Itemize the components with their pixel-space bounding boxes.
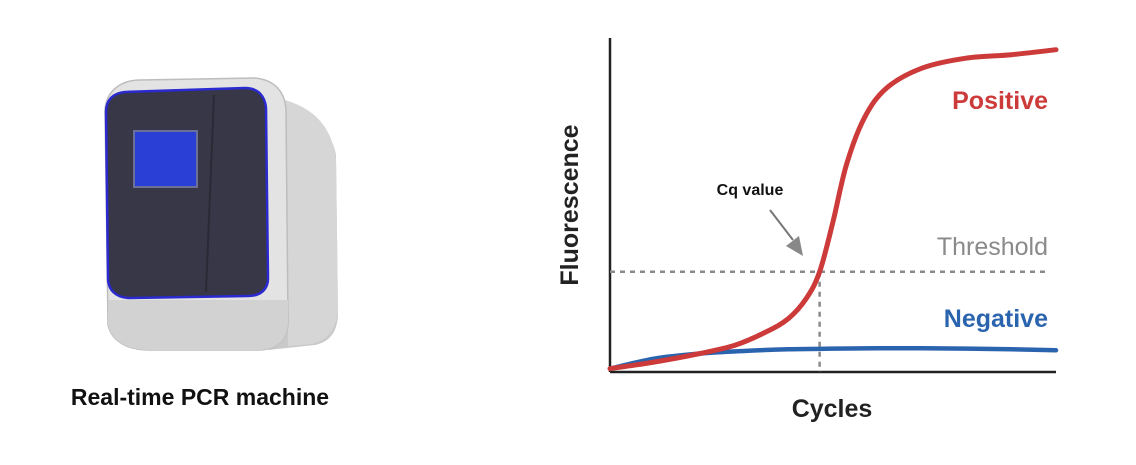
cq-arrow-head <box>786 236 803 256</box>
series-group <box>607 47 1059 372</box>
pcr-machine-illustration: Real-time PCR machine <box>0 0 420 465</box>
threshold-label: Threshold <box>937 233 1048 261</box>
threshold-line-group <box>610 270 1048 372</box>
legend-negative: Negative <box>944 305 1048 333</box>
legend-positive: Positive <box>952 87 1048 115</box>
y-axis-label: Fluorescence <box>556 124 584 285</box>
chart-axes <box>608 38 1056 374</box>
chart-labels: Positive Negative Threshold Cq value Cycles F… <box>556 87 1048 423</box>
x-axis-label: Cycles <box>792 395 873 423</box>
cq-label: Cq value <box>717 182 784 199</box>
cq-arrow-shaft <box>769 209 794 241</box>
pcr-machine-icon <box>104 77 338 351</box>
series-line-positive <box>607 47 1059 372</box>
machine-caption: Real-time PCR machine <box>70 384 330 410</box>
